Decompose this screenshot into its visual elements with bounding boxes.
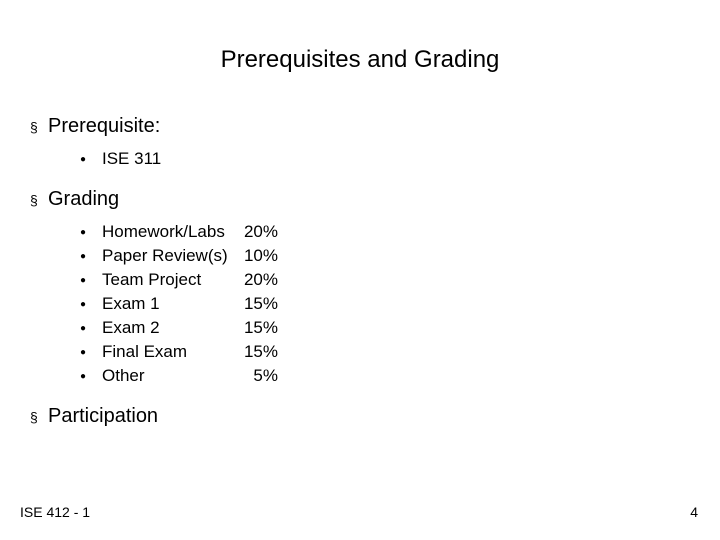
section-heading-participation: § Participation: [30, 405, 690, 428]
list-item: ● Paper Review(s) 10%: [80, 245, 690, 267]
section-heading-grading: § Grading: [30, 188, 690, 211]
square-bullet-icon: §: [30, 407, 48, 427]
slide-title: Prerequisites and Grading: [0, 46, 720, 74]
grade-label: Final Exam: [102, 341, 238, 363]
grade-percent: 20%: [238, 269, 278, 291]
dot-bullet-icon: ●: [80, 368, 102, 385]
grade-label: Exam 2: [102, 317, 238, 339]
grade-percent: 15%: [238, 317, 278, 339]
grade-label: Other: [102, 365, 238, 387]
dot-bullet-icon: ●: [80, 151, 102, 168]
grade-label: Exam 1: [102, 293, 238, 315]
section-heading-text: Participation: [48, 405, 158, 428]
slide-number: 4: [690, 504, 698, 520]
dot-bullet-icon: ●: [80, 272, 102, 289]
list-item: ● Homework/Labs 20%: [80, 221, 690, 243]
grade-label: Paper Review(s): [102, 245, 238, 267]
dot-bullet-icon: ●: [80, 344, 102, 361]
grade-label: Homework/Labs: [102, 221, 238, 243]
list-item: ● Exam 2 15%: [80, 317, 690, 339]
grade-percent: 15%: [238, 341, 278, 363]
list-item: ● Final Exam 15%: [80, 341, 690, 363]
list-item: ● Team Project 20%: [80, 269, 690, 291]
list-item: ● ISE 311: [80, 148, 690, 170]
section-heading-prerequisite: § Prerequisite:: [30, 115, 690, 138]
footer-course-id: ISE 412 - 1: [20, 504, 90, 520]
dot-bullet-icon: ●: [80, 320, 102, 337]
section-heading-text: Prerequisite:: [48, 115, 160, 138]
grading-list: ● Homework/Labs 20% ● Paper Review(s) 10…: [80, 221, 690, 387]
list-item-text: ISE 311: [102, 148, 161, 170]
section-heading-text: Grading: [48, 188, 119, 211]
square-bullet-icon: §: [30, 117, 48, 137]
grade-percent: 5%: [238, 365, 278, 387]
grade-percent: 10%: [238, 245, 278, 267]
list-item: ● Other 5%: [80, 365, 690, 387]
dot-bullet-icon: ●: [80, 248, 102, 265]
square-bullet-icon: §: [30, 190, 48, 210]
slide: Prerequisites and Grading § Prerequisite…: [0, 0, 720, 540]
dot-bullet-icon: ●: [80, 224, 102, 241]
list-item: ● Exam 1 15%: [80, 293, 690, 315]
grade-label: Team Project: [102, 269, 238, 291]
grade-percent: 20%: [238, 221, 278, 243]
grade-percent: 15%: [238, 293, 278, 315]
prerequisite-list: ● ISE 311: [80, 148, 690, 170]
dot-bullet-icon: ●: [80, 296, 102, 313]
slide-body: § Prerequisite: ● ISE 311 § Grading ● Ho…: [30, 115, 690, 438]
